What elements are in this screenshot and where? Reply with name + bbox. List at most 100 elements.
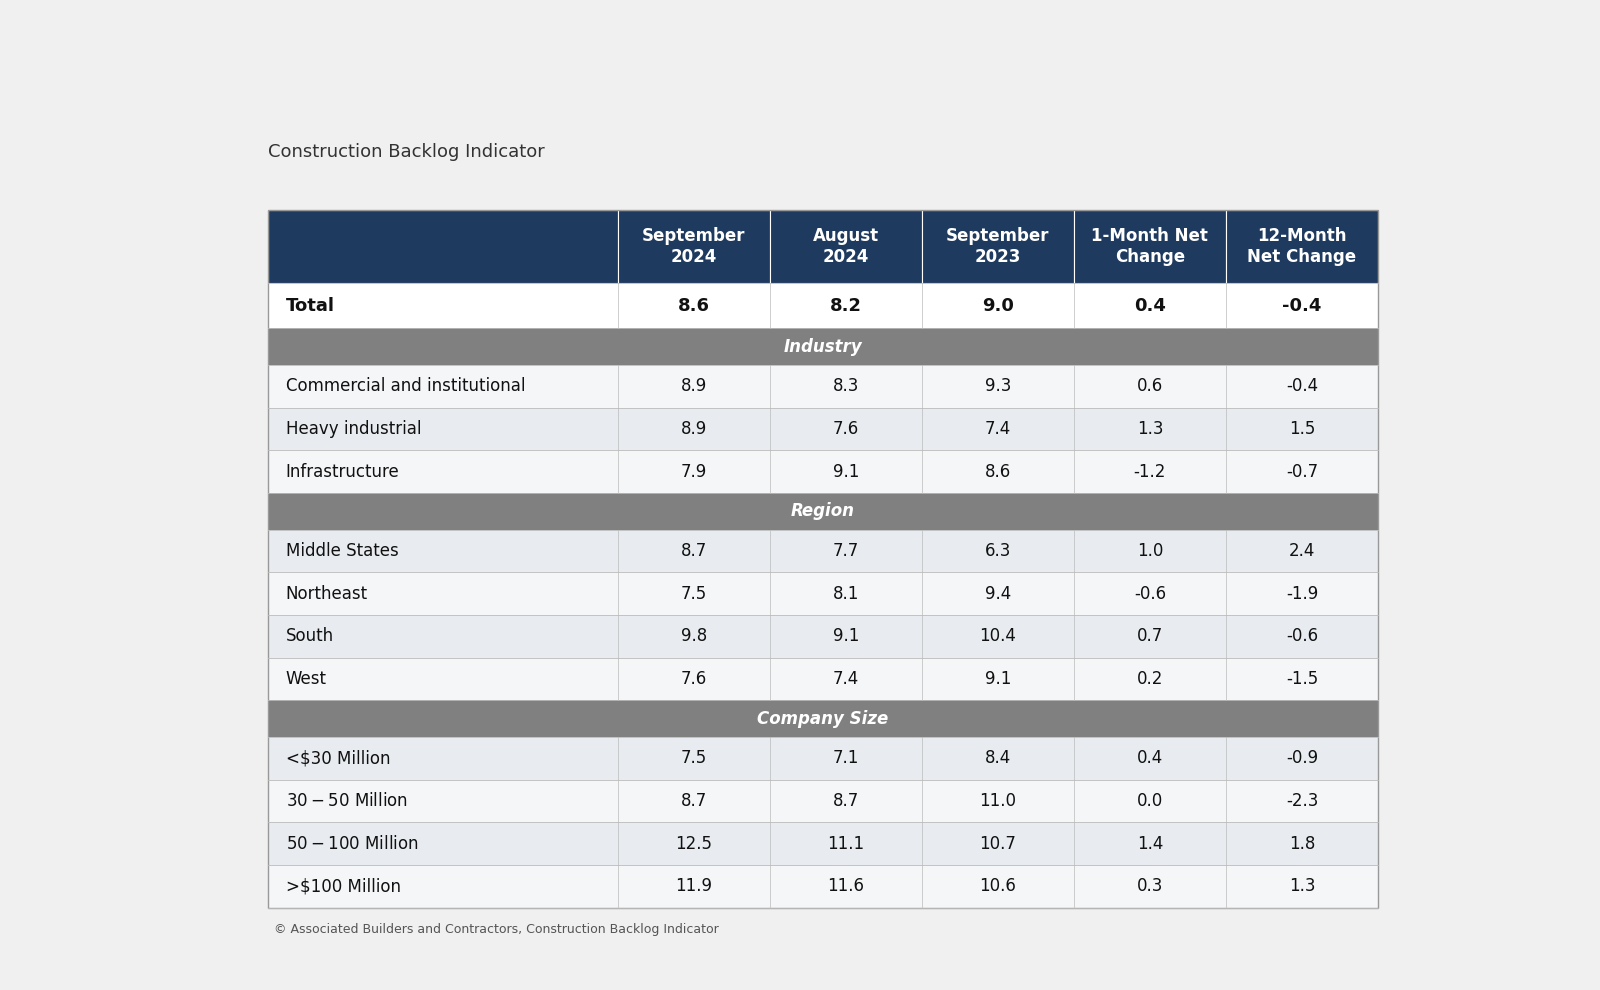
Text: 8.7: 8.7: [680, 792, 707, 810]
Text: 8.4: 8.4: [984, 749, 1011, 767]
Text: 1.5: 1.5: [1288, 420, 1315, 438]
Bar: [1074, 210, 1226, 283]
Text: 7.6: 7.6: [680, 670, 707, 688]
Text: 9.3: 9.3: [984, 377, 1011, 395]
Text: 11.1: 11.1: [827, 835, 864, 852]
Text: 6.3: 6.3: [984, 542, 1011, 560]
Bar: [922, 210, 1074, 283]
Text: 1.8: 1.8: [1288, 835, 1315, 852]
Text: Commercial and institutional: Commercial and institutional: [285, 377, 525, 395]
Text: 12-Month
Net Change: 12-Month Net Change: [1248, 227, 1357, 266]
Text: -0.6: -0.6: [1286, 628, 1318, 645]
Text: 11.9: 11.9: [675, 877, 712, 895]
Text: 8.7: 8.7: [680, 542, 707, 560]
Text: 7.7: 7.7: [832, 542, 859, 560]
Text: Company Size: Company Size: [757, 710, 888, 728]
Bar: [269, 780, 1378, 823]
Text: 8.3: 8.3: [832, 377, 859, 395]
Bar: [269, 737, 1378, 780]
Text: 9.1: 9.1: [832, 462, 859, 481]
Text: -0.7: -0.7: [1286, 462, 1318, 481]
Text: -0.6: -0.6: [1134, 585, 1166, 603]
Text: -1.2: -1.2: [1134, 462, 1166, 481]
Text: 9.1: 9.1: [832, 628, 859, 645]
Text: Total: Total: [285, 297, 334, 315]
Text: -1.5: -1.5: [1286, 670, 1318, 688]
Bar: [269, 283, 1378, 329]
Text: 7.1: 7.1: [832, 749, 859, 767]
Text: 1.4: 1.4: [1136, 835, 1163, 852]
Text: $30-$50 Million: $30-$50 Million: [285, 792, 408, 810]
Bar: [269, 865, 1378, 908]
Text: Region: Region: [790, 502, 854, 521]
Bar: [269, 701, 1378, 737]
Text: -0.4: -0.4: [1282, 297, 1322, 315]
Text: 7.9: 7.9: [680, 462, 707, 481]
Text: 0.4: 0.4: [1138, 749, 1163, 767]
Bar: [618, 210, 770, 283]
Text: Construction Backlog Indicator: Construction Backlog Indicator: [269, 143, 546, 160]
Text: 9.8: 9.8: [680, 628, 707, 645]
Text: August
2024: August 2024: [813, 227, 878, 266]
Text: Heavy industrial: Heavy industrial: [285, 420, 421, 438]
Bar: [269, 210, 618, 283]
Text: 0.4: 0.4: [1134, 297, 1166, 315]
Text: September
2024: September 2024: [642, 227, 746, 266]
Bar: [269, 210, 1378, 908]
Text: 2.4: 2.4: [1288, 542, 1315, 560]
Bar: [269, 408, 1378, 450]
Text: South: South: [285, 628, 334, 645]
Text: 8.6: 8.6: [678, 297, 710, 315]
Text: 0.7: 0.7: [1138, 628, 1163, 645]
Text: 9.4: 9.4: [984, 585, 1011, 603]
Text: Middle States: Middle States: [285, 542, 398, 560]
Text: 12.5: 12.5: [675, 835, 712, 852]
Text: Infrastructure: Infrastructure: [285, 462, 400, 481]
Text: 7.5: 7.5: [680, 749, 707, 767]
Text: 1.3: 1.3: [1136, 420, 1163, 438]
Text: -2.3: -2.3: [1286, 792, 1318, 810]
Text: 7.5: 7.5: [680, 585, 707, 603]
Text: 8.7: 8.7: [832, 792, 859, 810]
Text: 11.6: 11.6: [827, 877, 864, 895]
Bar: [269, 329, 1378, 365]
Text: 0.0: 0.0: [1138, 792, 1163, 810]
Text: -0.4: -0.4: [1286, 377, 1318, 395]
Text: 8.6: 8.6: [984, 462, 1011, 481]
Text: >$100 Million: >$100 Million: [285, 877, 400, 895]
Text: 10.4: 10.4: [979, 628, 1016, 645]
Bar: [269, 493, 1378, 530]
Bar: [269, 530, 1378, 572]
Bar: [770, 210, 922, 283]
Bar: [269, 572, 1378, 615]
Text: 9.1: 9.1: [984, 670, 1011, 688]
Text: 7.4: 7.4: [832, 670, 859, 688]
Text: 9.0: 9.0: [982, 297, 1014, 315]
Bar: [1226, 210, 1378, 283]
Text: Northeast: Northeast: [285, 585, 368, 603]
Text: 10.7: 10.7: [979, 835, 1016, 852]
Text: 1.3: 1.3: [1288, 877, 1315, 895]
Text: September
2023: September 2023: [946, 227, 1050, 266]
Text: 0.6: 0.6: [1138, 377, 1163, 395]
Text: 0.2: 0.2: [1136, 670, 1163, 688]
Text: © Associated Builders and Contractors, Construction Backlog Indicator: © Associated Builders and Contractors, C…: [275, 923, 718, 936]
Text: 8.2: 8.2: [830, 297, 862, 315]
Bar: [269, 657, 1378, 701]
Text: $50-$100 Million: $50-$100 Million: [285, 835, 418, 852]
Bar: [269, 823, 1378, 865]
Text: Industry: Industry: [784, 338, 862, 355]
Text: 11.0: 11.0: [979, 792, 1016, 810]
Bar: [269, 365, 1378, 408]
Text: 1-Month Net
Change: 1-Month Net Change: [1091, 227, 1208, 266]
Text: West: West: [285, 670, 326, 688]
Text: 8.9: 8.9: [680, 377, 707, 395]
Bar: [269, 450, 1378, 493]
Text: -1.9: -1.9: [1286, 585, 1318, 603]
Text: 7.6: 7.6: [832, 420, 859, 438]
Text: -0.9: -0.9: [1286, 749, 1318, 767]
Text: <$30 Million: <$30 Million: [285, 749, 390, 767]
Text: 8.9: 8.9: [680, 420, 707, 438]
Text: 0.3: 0.3: [1136, 877, 1163, 895]
Text: 8.1: 8.1: [832, 585, 859, 603]
